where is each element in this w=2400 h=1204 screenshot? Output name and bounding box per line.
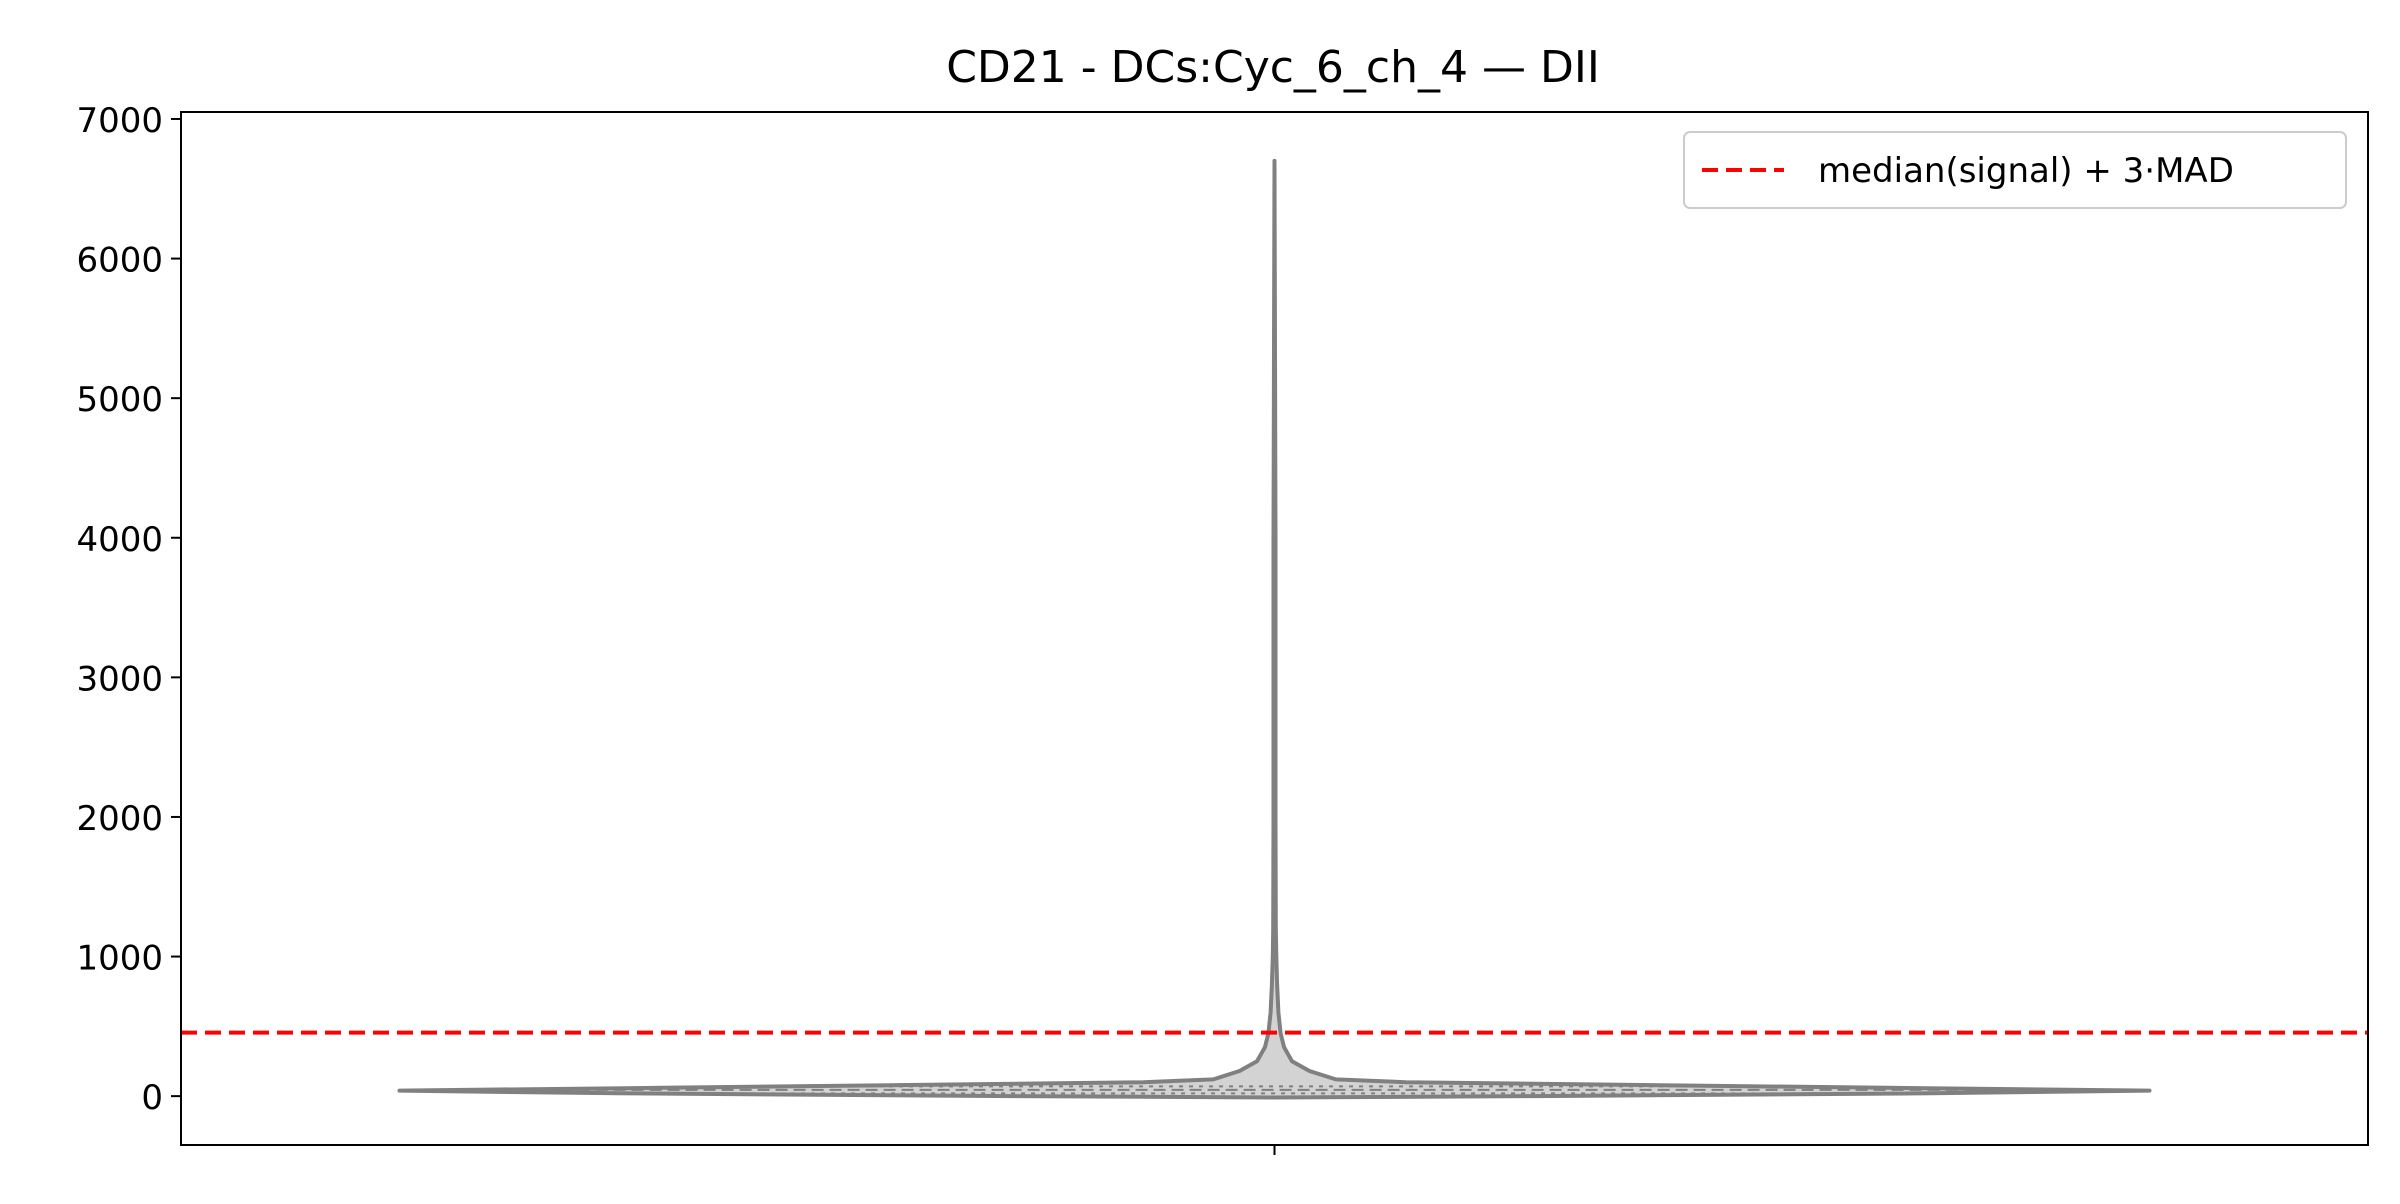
y-tick-label: 3000 — [76, 659, 163, 699]
y-tick-label: 5000 — [76, 380, 163, 420]
violin-body — [397, 158, 2152, 1100]
legend-label: median(signal) + 3·MAD — [1818, 151, 2234, 191]
chart-title: CD21 - DCs:Cyc_6_ch_4 — DII — [946, 42, 1600, 93]
y-tick-label: 7000 — [76, 101, 163, 141]
plot-area — [181, 158, 2368, 1100]
y-axis: 0 1000 2000 3000 4000 5000 6000 7000 — [76, 101, 2369, 1155]
y-tick-label: 2000 — [76, 799, 163, 839]
y-tick-label: 6000 — [76, 241, 163, 281]
y-tick-label: 4000 — [76, 520, 163, 560]
y-tick-label: 0 — [141, 1078, 163, 1118]
y-tick-label: 1000 — [76, 939, 163, 979]
legend: median(signal) + 3·MAD — [1683, 131, 2347, 209]
legend-box — [1683, 131, 2347, 209]
